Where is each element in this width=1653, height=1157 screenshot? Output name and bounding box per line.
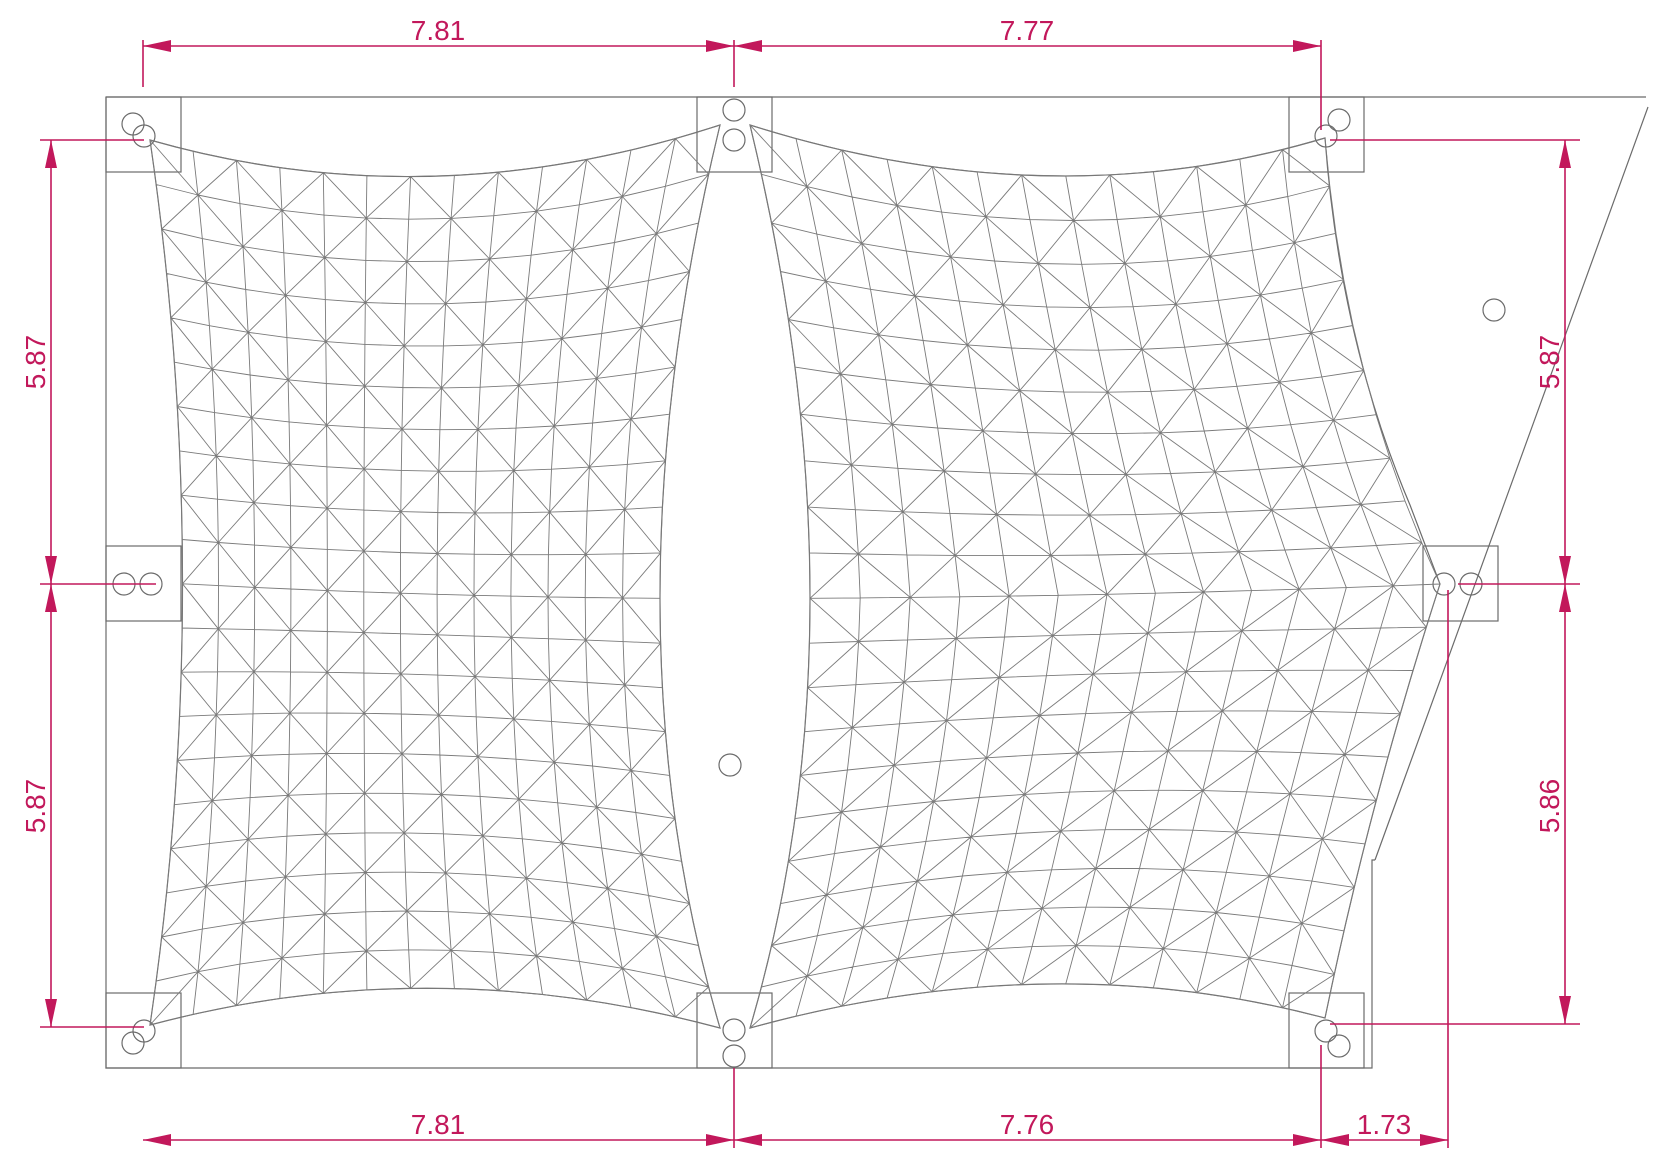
mast-bases	[105, 96, 1499, 1069]
base-top-mid	[696, 96, 773, 173]
dim-left-lower: 5.87	[20, 779, 51, 834]
dim-bottom-right: 7.76	[1000, 1109, 1055, 1140]
dim-bottom-extra: 1.73	[1357, 1109, 1412, 1140]
center-post	[718, 753, 742, 777]
base-bottom-left	[105, 992, 182, 1069]
mesh-lines	[149, 124, 721, 1029]
membrane-left-mesh	[149, 124, 721, 1029]
base-top-right	[1288, 96, 1365, 173]
dim-top-right: 7.77	[1000, 15, 1055, 46]
membrane-right-outline	[749, 124, 1441, 1029]
dim-bottom-left: 7.81	[411, 1109, 466, 1140]
membrane-right-mesh	[749, 124, 1441, 1029]
base-top-left	[105, 96, 182, 173]
side-post	[1482, 298, 1506, 322]
dim-left-upper: 5.87	[20, 335, 51, 390]
dim-right-upper: 5.87	[1534, 335, 1565, 390]
base-bottom-right	[1288, 992, 1365, 1069]
dimension-arrows	[45, 40, 1571, 1146]
dimension-lines	[40, 40, 1580, 1148]
plate-outline	[105, 96, 1649, 1069]
membrane-left-outline	[149, 124, 721, 1029]
dim-top-left: 7.81	[411, 15, 466, 46]
base-bottom-mid	[696, 992, 773, 1069]
mesh-lines	[749, 124, 1441, 1029]
dim-right-lower: 5.86	[1534, 779, 1565, 834]
